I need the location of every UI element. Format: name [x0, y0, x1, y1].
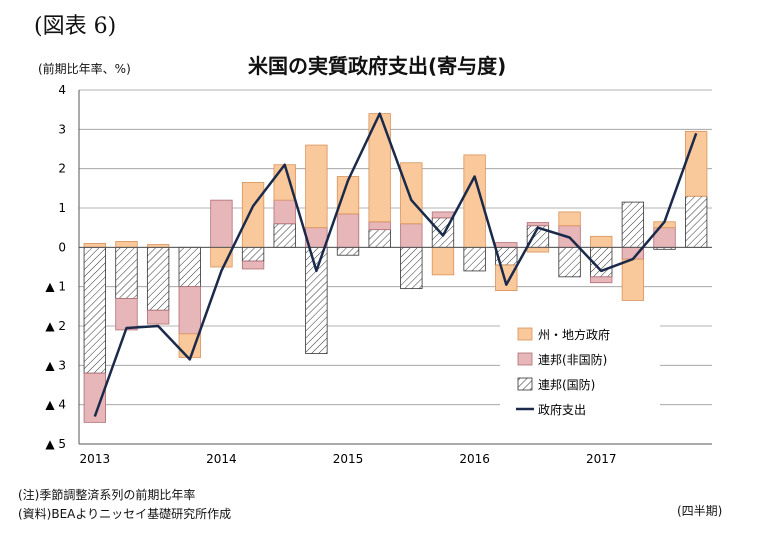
chart-title: 米国の実質政府支出(寄与度)	[248, 54, 507, 78]
bar-fed-defense	[336, 246, 360, 256]
bar-fed-nondefense	[210, 199, 233, 248]
bar-state-local	[400, 162, 423, 225]
bar-fed-nondefense	[115, 298, 138, 331]
y-tick-label: ▲ 2	[45, 319, 66, 333]
bar-fed-defense	[685, 195, 708, 248]
bar-fed-defense	[146, 246, 170, 311]
bar-fed-nondefense	[146, 309, 170, 325]
y-tick-label: ▲ 5	[45, 437, 66, 451]
y-tick-label: 0	[58, 240, 66, 254]
bar-state-local	[590, 235, 613, 248]
legend-swatch-fed-defense	[517, 377, 533, 391]
legend-swatch-fed-nondefense	[517, 352, 533, 366]
bar-fed-nondefense	[273, 199, 296, 225]
x-tick-label: 2015	[333, 452, 364, 466]
bar-state-local	[526, 246, 550, 253]
bar-fed-nondefense	[178, 286, 201, 335]
note-source: (資料)BEAよりニッセイ基礎研究所作成	[18, 507, 232, 521]
line-series	[93, 112, 698, 417]
bar-state-local	[241, 182, 265, 248]
axes	[78, 90, 712, 445]
bar-fed-nondefense	[241, 260, 265, 270]
y-tick-label: ▲ 3	[45, 358, 66, 372]
y-tick-label: ▲ 4	[45, 398, 66, 412]
note-seasonal: (注)季節調整済系列の前期比年率	[18, 488, 196, 502]
x-tick-label: 2013	[80, 452, 111, 466]
bar-fed-defense	[241, 246, 265, 262]
bar-fed-nondefense	[526, 222, 550, 227]
bar-fed-defense	[178, 246, 201, 288]
bar-state-local	[495, 264, 518, 291]
bar-fed-defense	[621, 201, 645, 248]
bar-fed-defense	[558, 246, 581, 278]
legend: 州・地方政府 連邦(非国防) 連邦(国防) 政府支出	[500, 313, 660, 431]
bar-fed-nondefense	[495, 242, 518, 248]
legend-label-gov-spending: 政府支出	[538, 402, 586, 417]
bar-fed-nondefense	[590, 276, 613, 284]
bar-state-local	[621, 258, 645, 301]
figure-label: (図表 6)	[34, 14, 117, 39]
bar-fed-defense	[400, 246, 423, 290]
legend-label-state-local: 州・地方政府	[538, 327, 610, 342]
bar-fed-nondefense	[431, 211, 455, 219]
y-tick-label: 1	[58, 201, 66, 215]
y-tick-label: ▲ 1	[45, 280, 66, 294]
bar-fed-nondefense	[336, 213, 360, 248]
y-tick-label: 4	[58, 83, 66, 97]
legend-label-fed-nondefense: 連邦(非国防)	[538, 352, 607, 367]
bar-state-local	[431, 246, 455, 276]
bar-state-local	[685, 130, 708, 197]
bar-fed-defense	[368, 229, 391, 248]
x-tick-label: 2017	[586, 452, 617, 466]
legend-label-fed-defense: 連邦(国防)	[538, 377, 595, 392]
bar-fed-nondefense	[400, 223, 423, 248]
bar-state-local	[83, 242, 106, 248]
bar-state-local	[115, 241, 138, 248]
bar-fed-nondefense	[368, 221, 391, 231]
bar-fed-defense	[115, 246, 138, 299]
bar-state-local	[336, 176, 360, 215]
bar-fed-defense	[305, 246, 328, 354]
line-gov-spending	[93, 112, 698, 417]
bar-fed-defense	[83, 246, 106, 374]
bar-state-local	[305, 144, 328, 229]
x-tick-labels: 2013 2014 2015 2016 2017	[80, 452, 617, 466]
y-tick-label: 2	[58, 162, 66, 176]
y-tick-label: 3	[58, 122, 66, 136]
legend-swatch-state-local	[517, 327, 533, 341]
bar-fed-defense	[463, 246, 486, 272]
bar-fed-defense	[273, 223, 296, 248]
bar-state-local	[273, 164, 296, 201]
bar-state-local	[558, 211, 581, 227]
bar-fed-nondefense	[83, 372, 106, 423]
y-tick-labels: 4 3 2 1 0 ▲ 1 ▲ 2 ▲ 3 ▲ 4 ▲ 5	[45, 83, 66, 451]
x-axis-unit-label: (四半期)	[677, 504, 723, 518]
y-axis-unit-label: (前期比年率、%)	[38, 62, 131, 76]
x-tick-label: 2016	[459, 452, 490, 466]
x-tick-label: 2014	[206, 452, 237, 466]
